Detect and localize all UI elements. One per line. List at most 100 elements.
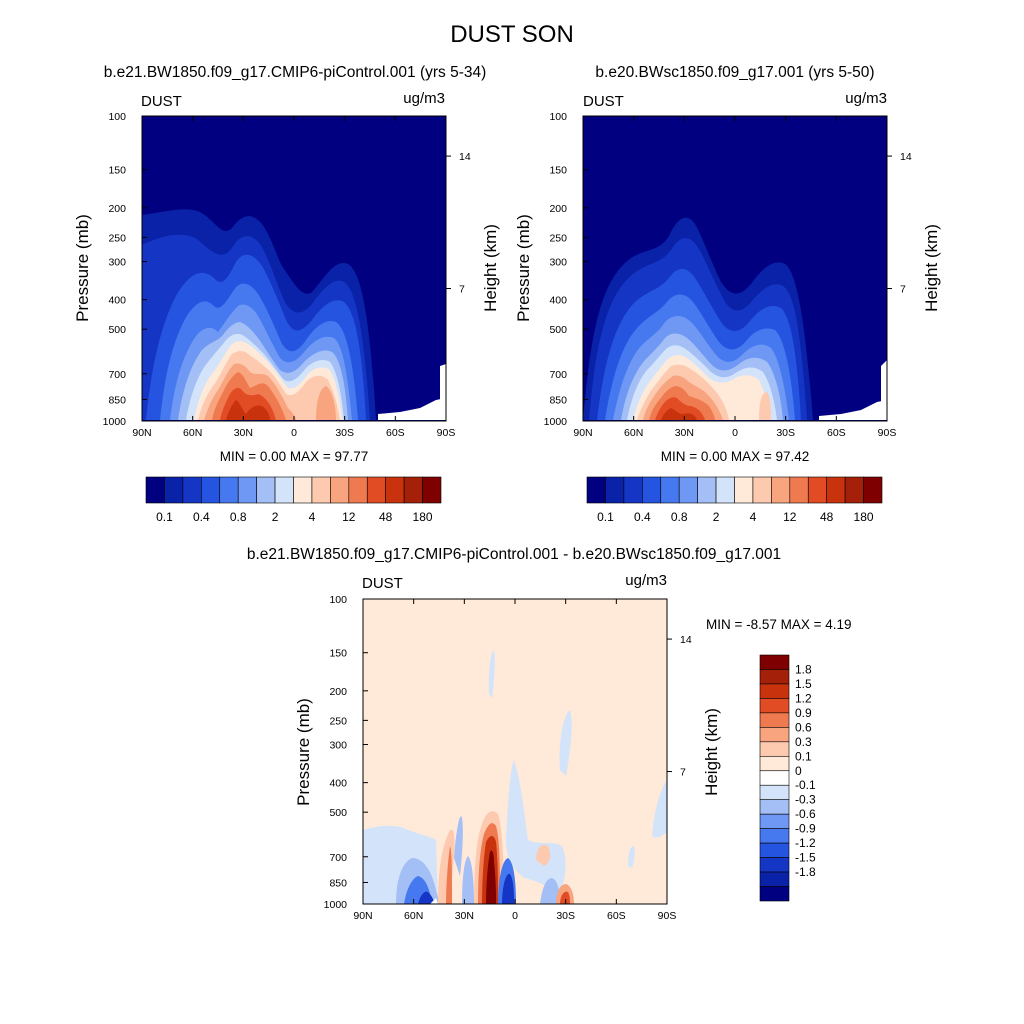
y-tick-label: 150	[329, 648, 347, 660]
colorbar: 1.81.51.20.90.60.30.10-0.1-0.3-0.6-0.9-1…	[759, 654, 816, 902]
colorbar-label: 12	[342, 510, 356, 524]
colorbar-swatch	[605, 476, 625, 504]
x-tick-label: 60S	[607, 910, 626, 922]
colorbar-label: 180	[854, 510, 874, 524]
y-tick-label: 250	[329, 715, 347, 727]
colorbar-swatch	[759, 871, 790, 887]
colorbar-swatch	[826, 476, 846, 504]
y-tick-label: 500	[549, 324, 567, 336]
unit-label: ug/m3	[403, 90, 445, 107]
min-max-label: MIN = 0.00 MAX = 97.42	[661, 449, 810, 464]
x-tick-label: 60N	[183, 427, 202, 439]
colorbar-label: 48	[379, 510, 393, 524]
colorbar-swatch	[145, 476, 165, 504]
x-tick-label: 60S	[386, 427, 405, 439]
colorbar-swatch	[403, 476, 423, 504]
colorbar-swatch	[863, 476, 883, 504]
colorbar-label: 48	[820, 510, 834, 524]
colorbar-swatch	[311, 476, 331, 504]
panel-difference: b.e21.BW1850.f09_g17.CMIP6-piControl.001…	[247, 546, 852, 922]
y2-axis-label: Height (km)	[702, 708, 721, 796]
colorbar-label: 1.2	[795, 691, 812, 705]
colorbar-swatch	[759, 784, 790, 801]
x-tick-label: 90N	[353, 910, 372, 922]
x-tick-label: 30N	[675, 427, 694, 439]
colorbar-label: -1.5	[795, 851, 816, 865]
y-tick-label: 150	[108, 165, 126, 177]
colorbar-label: 4	[750, 510, 757, 524]
y-tick-label: 200	[549, 203, 567, 215]
colorbar-label: 0.3	[795, 735, 812, 749]
y-axis-label: Pressure (mb)	[73, 214, 92, 322]
y-tick-label: 300	[108, 257, 126, 269]
x-tick-label: 0	[291, 427, 297, 439]
y2-tick-label: 7	[459, 284, 465, 296]
y-tick-label: 150	[549, 165, 567, 177]
x-tick-label: 90N	[132, 427, 151, 439]
variable-label: DUST	[141, 93, 182, 110]
colorbar-label: 0.1	[795, 749, 812, 763]
contour-field	[363, 599, 667, 904]
panel-title: b.e21.BW1850.f09_g17.CMIP6-piControl.001…	[104, 64, 487, 81]
colorbar-swatch	[759, 886, 790, 902]
colorbar-label: 4	[309, 510, 316, 524]
colorbar-label: 0.1	[156, 510, 173, 524]
axes: 90N 60N 30N 0 30S 60S 90S 100 150 200 250 300 400 500…	[324, 594, 692, 922]
colorbar-label: -0.1	[795, 778, 816, 792]
x-tick-label: 60N	[624, 427, 643, 439]
colorbar-label: 0.8	[230, 510, 247, 524]
colorbar-label: -0.9	[795, 822, 816, 836]
y2-tick-label: 14	[900, 151, 912, 163]
y-tick-label: 700	[108, 369, 126, 381]
colorbar-swatch	[385, 476, 405, 504]
colorbar-swatch	[201, 476, 221, 504]
colorbar: 0.1 0.4 0.8 2 4 12 48 180	[145, 476, 442, 524]
x-tick-label: 90S	[658, 910, 677, 922]
contour-field	[583, 116, 887, 421]
colorbar-swatch	[759, 857, 790, 873]
x-tick-label: 30S	[776, 427, 795, 439]
y-tick-label: 100	[549, 111, 567, 123]
colorbar-swatch	[789, 476, 809, 504]
colorbar-label: -0.6	[795, 807, 816, 821]
y2-tick-label: 14	[459, 151, 471, 163]
colorbar-swatch	[293, 476, 313, 504]
y-tick-label: 700	[329, 852, 347, 864]
colorbar-swatch	[759, 669, 790, 685]
colorbar-swatch	[759, 698, 790, 714]
colorbar-label: 2	[713, 510, 720, 524]
panel-experiment: b.e20.BWsc1850.f09_g17.001 (yrs 5-50) DU…	[514, 64, 941, 524]
colorbar-swatch	[366, 476, 386, 504]
x-tick-label: 30N	[455, 910, 474, 922]
colorbar-label: 0.1	[597, 510, 614, 524]
y-tick-label: 100	[108, 111, 126, 123]
y-tick-label: 850	[549, 394, 567, 406]
unit-label: ug/m3	[625, 572, 667, 589]
colorbar-label: 1.8	[795, 662, 812, 676]
y-tick-label: 400	[108, 295, 126, 307]
figure-title: DUST SON	[450, 21, 574, 48]
colorbar-label: 0.4	[634, 510, 651, 524]
x-tick-label: 30S	[335, 427, 354, 439]
colorbar-swatch	[642, 476, 662, 504]
colorbar-swatch	[348, 476, 368, 504]
panel-title: b.e20.BWsc1850.f09_g17.001 (yrs 5-50)	[595, 64, 874, 81]
y-tick-label: 850	[108, 394, 126, 406]
colorbar-label: 0.6	[795, 720, 812, 734]
contour-field	[142, 116, 446, 421]
y-tick-label: 250	[549, 232, 567, 244]
colorbar-label: -1.8	[795, 865, 816, 879]
colorbar-swatch	[330, 476, 350, 504]
panel-title: b.e21.BW1850.f09_g17.CMIP6-piControl.001…	[247, 546, 781, 563]
y-tick-label: 850	[329, 877, 347, 889]
colorbar-swatch	[759, 727, 790, 743]
y2-tick-label: 7	[680, 767, 686, 779]
y2-tick-label: 7	[900, 284, 906, 296]
colorbar-swatch	[844, 476, 864, 504]
y-axis-label: Pressure (mb)	[514, 214, 533, 322]
colorbar-swatch	[697, 476, 717, 504]
colorbar-swatch	[759, 712, 790, 728]
axes: 90N 60N 30N 0 30S 60S 90S 100 150 200 250 300 400 500…	[544, 111, 912, 439]
colorbar-swatch	[759, 799, 790, 815]
x-tick-label: 30S	[556, 910, 575, 922]
